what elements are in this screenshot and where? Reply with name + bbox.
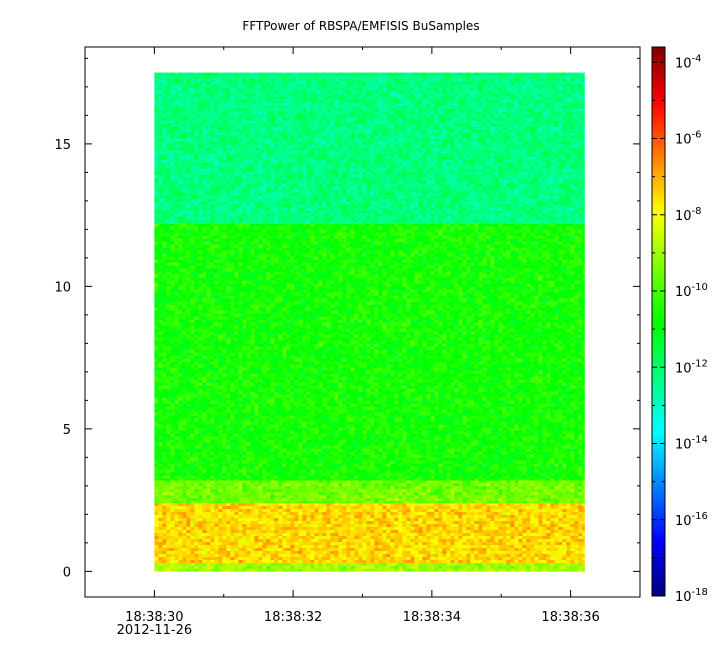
- colorbar-tick-label: 10-6: [675, 130, 702, 148]
- colorbar-gradient: [651, 46, 666, 597]
- colorbar-tick-label: 10-16: [675, 511, 708, 529]
- x-tick-label: 18:38:32: [264, 610, 322, 625]
- colorbar-tick-label: 10-4: [675, 53, 702, 71]
- x-tick-label: 18:38:34: [403, 610, 461, 625]
- colorbar-tick-label: 10-14: [675, 435, 708, 453]
- colorbar-tick-label: 10-8: [675, 206, 702, 224]
- y-tick-label: 10: [54, 280, 71, 295]
- x-date-label: 2012-11-26: [117, 623, 193, 638]
- chart-title: FFTPower of RBSPA/EMFISIS BuSamples: [242, 19, 479, 33]
- y-tick-label: 0: [63, 565, 71, 580]
- colorbar: 10-18 10-16 10-14 10-12 10-10 10-8 10-6 10-4: [651, 46, 708, 605]
- spectrogram-band-4: [154, 72, 585, 224]
- spectrogram-band-0: [154, 562, 585, 572]
- x-tick-label: 18:38:30: [125, 610, 183, 625]
- plot-area: 0 5 10 15 18:38:30 18:38:32 18:38:34 18:38:36 20…: [54, 46, 641, 638]
- y-tick-label: 5: [63, 423, 71, 438]
- colorbar-tick-label: 10-10: [675, 282, 708, 300]
- spectrogram-band-2: [154, 480, 585, 504]
- colorbar-tick-label: 10-12: [675, 358, 708, 376]
- spectrogram-image: [154, 72, 585, 572]
- colorbar-tick-label: 10-18: [675, 587, 708, 605]
- spectrogram-band-1: [154, 503, 585, 564]
- y-tick-label: 15: [54, 138, 71, 153]
- x-tick-label: 18:38:36: [541, 610, 599, 625]
- spectrogram-band-3: [154, 223, 585, 481]
